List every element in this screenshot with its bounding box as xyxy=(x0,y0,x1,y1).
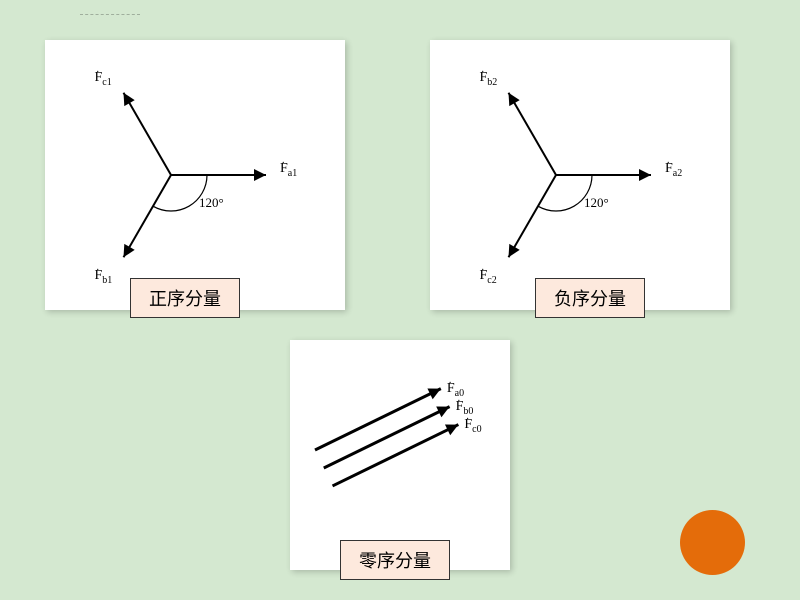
vector-label-b2: .Fb2 xyxy=(480,70,498,88)
negative-sequence-panel: .Fa2 .Fb2 .Fc2 120° xyxy=(430,40,730,310)
vector-label-a0: .Fa0 xyxy=(447,381,464,399)
top-dash-deco xyxy=(80,14,140,15)
positive-sequence-label: 正序分量 xyxy=(130,278,240,318)
zero-sequence-title: 零序分量 xyxy=(359,551,431,571)
vector-label-c1: .Fc1 xyxy=(95,70,112,88)
vector-label-b0: .Fb0 xyxy=(456,399,474,417)
accent-circle xyxy=(680,510,745,575)
vector-label-c2: .Fc2 xyxy=(480,268,497,286)
vector-label-a2: .Fa2 xyxy=(665,161,682,179)
positive-sequence-panel: .Fa1 .Fb1 .Fc1 120° xyxy=(45,40,345,310)
vector-label-c0: .Fc0 xyxy=(464,417,481,435)
angle-label: 120° xyxy=(199,195,224,211)
zero-sequence-label: 零序分量 xyxy=(340,540,450,580)
negative-sequence-label: 负序分量 xyxy=(535,278,645,318)
positive-sequence-title: 正序分量 xyxy=(149,289,221,309)
angle-label: 120° xyxy=(584,195,609,211)
zero-sequence-panel: .Fa0.Fb0.Fc0 xyxy=(290,340,510,570)
negative-sequence-title: 负序分量 xyxy=(554,289,626,309)
vector-label-b1: .Fb1 xyxy=(95,268,113,286)
vector-label-a1: .Fa1 xyxy=(280,161,297,179)
